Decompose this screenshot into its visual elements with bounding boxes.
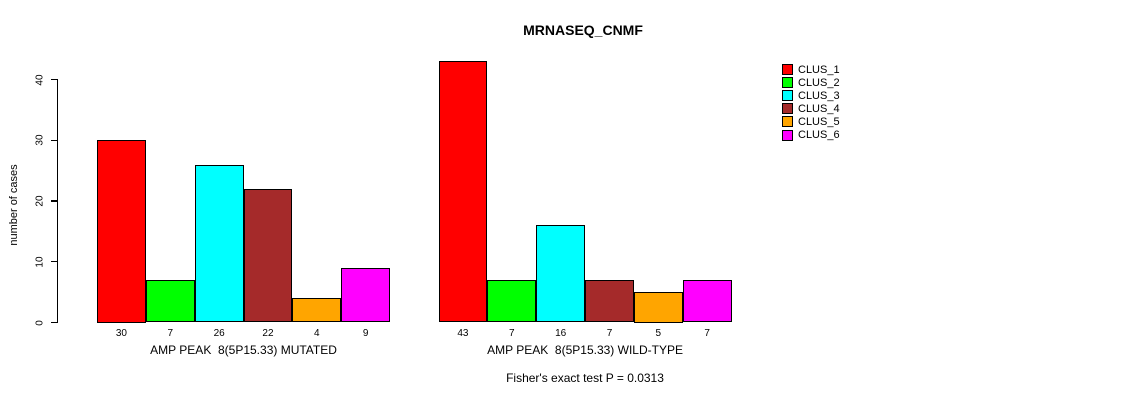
bar-clus_4 [585,279,634,323]
legend: CLUS_1 CLUS_2 CLUS_3 CLUS_4 CLUS_5 CLUS_6 [782,63,840,142]
legend-item: CLUS_6 [782,128,840,141]
legend-swatch-icon [782,103,793,115]
legend-item: CLUS_4 [782,102,840,115]
bar-value-label: 7 [508,328,515,339]
bar-clus_3 [536,225,586,323]
legend-item: CLUS_5 [782,115,840,128]
y-axis-label: number of cases [8,164,20,246]
y-axis-tick-label: 10 [34,256,46,268]
bar-value-label: 30 [115,328,127,339]
bar-clus_5 [633,292,683,323]
bar-value-label: 7 [606,328,613,339]
bar-clus_1 [97,140,146,323]
bar-value-label: 9 [362,328,369,339]
chart-title: MRNASEQ_CNMF [523,22,643,38]
fisher-test-caption: Fisher's exact test P = 0.0313 [506,371,664,385]
legend-label: CLUS_3 [798,89,840,102]
legend-label: CLUS_5 [798,115,840,128]
y-axis-tick-mark [51,261,57,263]
group-axis-label: AMP PEAK 8(5P15.33) WILD-TYPE [487,343,683,357]
bar-clus_6 [682,279,732,323]
legend-swatch-icon [782,90,793,102]
y-axis-line [57,79,59,323]
bar-clus_6 [341,267,391,323]
bar-value-label: 4 [314,328,320,339]
bar-value-label: 22 [262,328,274,339]
legend-item: CLUS_3 [782,89,840,102]
bar-value-label: 5 [655,328,662,339]
legend-swatch-icon [782,129,793,141]
legend-swatch-icon [782,64,793,76]
y-axis-tick-mark [51,200,57,202]
y-axis-tick-label: 30 [34,134,46,146]
legend-label: CLUS_6 [798,129,840,142]
bar-clus_2 [487,279,537,323]
legend-label: CLUS_2 [798,76,840,89]
y-axis-tick-label: 20 [34,195,46,207]
bar-clus_2 [145,279,195,323]
legend-swatch-icon [782,116,793,128]
bar-value-label: 16 [555,328,567,339]
legend-item: CLUS_2 [782,76,840,89]
group-axis-label: AMP PEAK 8(5P15.33) MUTATED [150,343,337,357]
y-axis-tick-mark [51,321,57,324]
bar-value-label: 7 [167,328,174,339]
y-axis-tick-label: 0 [34,319,46,326]
bar-clus_4 [243,188,293,323]
legend-label: CLUS_4 [798,102,840,115]
bar-clus_3 [194,164,244,323]
legend-item: CLUS_1 [782,63,840,76]
legend-swatch-icon [782,77,793,89]
bar-clus_1 [438,61,488,323]
bar-clus_5 [292,298,342,323]
bar-value-label: 7 [704,328,710,339]
y-axis-tick-mark [51,78,57,81]
bar-value-label: 26 [213,328,225,339]
y-axis-tick-mark [51,139,57,141]
legend-label: CLUS_1 [798,63,840,76]
y-axis-tick-label: 40 [34,73,46,86]
bar-value-label: 43 [457,328,469,339]
